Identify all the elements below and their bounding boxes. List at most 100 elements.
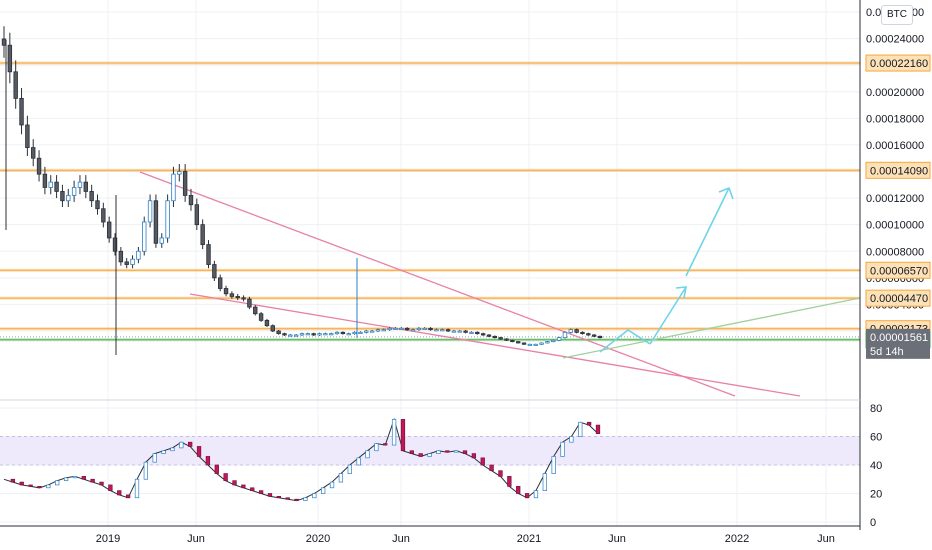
candle-body — [539, 342, 544, 345]
candle-body — [288, 334, 293, 337]
indicator-bar — [533, 490, 539, 499]
indicator-bar — [134, 478, 140, 499]
indicator-bar — [338, 473, 344, 483]
indicator-bar — [578, 421, 583, 437]
candle-body — [217, 277, 223, 289]
candle-body — [434, 329, 439, 332]
candle-body — [510, 339, 515, 343]
candle-body — [13, 71, 18, 99]
indicator-bar — [99, 481, 104, 486]
indicator-bar — [170, 447, 175, 452]
candle-body — [42, 173, 48, 188]
candle-body — [597, 335, 603, 339]
indicator-bar — [205, 456, 211, 466]
indicator-bar — [152, 453, 157, 463]
candle-body — [340, 331, 346, 335]
projection-arrows — [599, 186, 734, 353]
indicator-bar — [480, 457, 485, 466]
indicator-bar — [232, 480, 237, 486]
indicator-bar — [143, 461, 149, 480]
indicator-bar — [276, 496, 281, 499]
candle-body — [323, 333, 328, 336]
candle-body — [101, 208, 106, 223]
y-tick-label: 0.00016000 — [866, 140, 924, 152]
level-labels: 0.00022160 0.00014090 0.00006570 0.00004470… — [865, 54, 931, 359]
last-price-box — [866, 328, 930, 359]
level-label-box — [865, 54, 931, 72]
candle-body — [393, 327, 398, 330]
indicator-bar — [10, 478, 16, 483]
candle-body — [165, 200, 170, 239]
candle-body — [375, 329, 381, 332]
level-label-box — [865, 261, 931, 279]
candle-body — [358, 331, 363, 334]
indicator-bar — [365, 450, 370, 459]
candle-body — [106, 221, 112, 239]
candle-body — [177, 171, 182, 175]
horizontal-levels — [0, 61, 860, 342]
candle-body — [463, 330, 468, 333]
y-tick-label: 0.00020000 — [866, 87, 924, 99]
candle-body — [346, 333, 351, 336]
candle-body — [130, 258, 135, 265]
indicator-bar — [55, 480, 60, 486]
x-tick-label: Jun — [817, 533, 835, 545]
candle-body — [200, 224, 205, 246]
candle-body — [77, 181, 83, 188]
candle-body — [457, 330, 462, 333]
candle-body — [591, 334, 597, 337]
indicator-bar — [356, 457, 361, 466]
indicator-bar — [542, 473, 547, 491]
indicator-tick-label: 80 — [870, 403, 882, 415]
indicator-bar — [329, 481, 335, 489]
indicator-bar — [90, 478, 95, 483]
indicator-bar — [250, 487, 255, 491]
candle-body — [270, 325, 275, 332]
candle-body — [258, 313, 264, 321]
candle-body — [486, 334, 492, 337]
currency-badge[interactable]: BTC — [881, 5, 913, 25]
indicator-bar — [321, 487, 326, 494]
candle-body — [521, 342, 527, 345]
candle-body — [147, 200, 153, 223]
candle-body — [282, 333, 287, 336]
trendline — [189, 293, 801, 397]
candle-body — [235, 296, 240, 299]
candle-body — [422, 327, 427, 330]
indicator-bar — [462, 450, 468, 454]
candle-body — [19, 97, 24, 126]
candlesticks — [1, 26, 603, 355]
projection-arrow-head — [718, 186, 734, 200]
candle-body — [364, 330, 369, 333]
level-label-text: 0.00014090 — [870, 165, 928, 177]
candle-body — [352, 331, 357, 335]
candle-body — [329, 333, 334, 336]
candle-body — [36, 157, 42, 175]
indicator-bar — [516, 486, 521, 494]
indicator-bar — [108, 484, 113, 492]
indicator-bar — [586, 421, 592, 426]
indicator-bar — [551, 456, 556, 474]
trendline — [139, 171, 736, 397]
y-tick-label: 0.00024000 — [866, 34, 924, 46]
candle-body — [153, 200, 159, 244]
last-price-text: 0.00001561 — [870, 332, 928, 344]
indicator-bar — [312, 493, 317, 499]
indicator-bar — [196, 446, 202, 457]
candle-body — [71, 187, 77, 196]
indicator-bar — [179, 441, 184, 449]
indicator-bar — [418, 453, 423, 457]
x-axis-labels: 2019 Jun 2020 Jun 2021 Jun 2022 Jun — [96, 533, 835, 545]
candle-body — [276, 330, 281, 335]
indicator-bar — [63, 477, 69, 482]
candle-body — [545, 341, 550, 344]
indicator-bar — [445, 450, 450, 453]
indicator-tick-label: 60 — [870, 432, 882, 444]
y-tick-label: 0.00008000 — [866, 246, 924, 258]
candle-body — [498, 337, 503, 340]
candle-body — [580, 331, 585, 335]
candle-body — [1, 38, 7, 46]
candle-body — [334, 331, 340, 335]
candle-body — [480, 333, 486, 336]
